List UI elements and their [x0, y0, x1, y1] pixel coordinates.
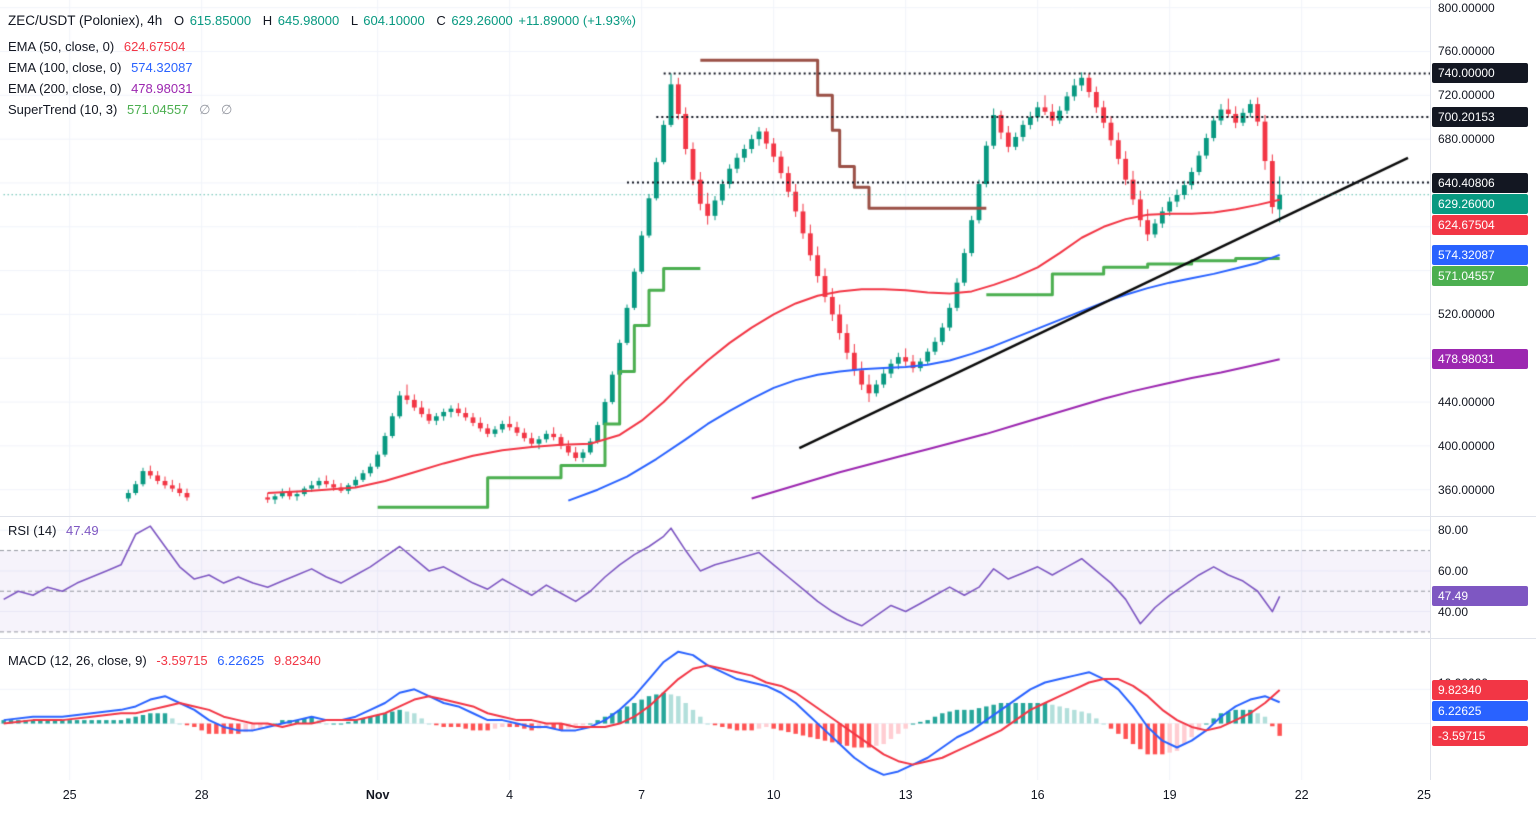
ema50-value: 624.67504 [123, 39, 186, 54]
macd-signal-value: 9.82340 [273, 653, 321, 668]
pane-separator-rsi[interactable] [0, 516, 1536, 517]
axis-price-badge: 629.26000 [1432, 193, 1528, 214]
axis-price-badge: 640.40806 [1432, 172, 1528, 193]
macd-legend-row: MACD (12, 26, close, 9) -3.59715 6.22625… [8, 652, 321, 669]
axis-price-badge: 700.20153 [1432, 107, 1528, 127]
supertrend-settings-icon[interactable]: ∅ [221, 102, 233, 117]
price-axis-label: 720.00000 [1438, 88, 1495, 103]
time-axis-label: 19 [1162, 788, 1177, 802]
rsi-value: 47.49 [66, 523, 99, 538]
ohlc-change: +11.89000 (+1.93%) [518, 13, 636, 28]
axis-price-badge: 478.98031 [1432, 349, 1528, 370]
price-axis-label: 680.00000 [1438, 132, 1495, 147]
indicator-row-ema100: EMA (100, close, 0) 574.32087 [8, 59, 193, 76]
symbol-title[interactable]: ZEC/USDT (Poloniex), 4h [8, 13, 163, 28]
axis-price-badge: 624.67504 [1432, 214, 1528, 235]
ohlc-open-value: 615.85000 [189, 13, 252, 28]
price-axis-label: 800.00000 [1438, 0, 1495, 15]
macd-label[interactable]: MACD (12, 26, close, 9) [8, 653, 147, 668]
indicator-row-ema200: EMA (200, close, 0) 478.98031 [8, 80, 193, 97]
time-axis-label: 25 [62, 788, 77, 802]
ema100-value: 574.32087 [131, 60, 193, 75]
time-axis[interactable]: 25 28 Nov 4 7 10 13 16 19 22 25 [0, 780, 1536, 813]
ema200-value: 478.98031 [131, 81, 193, 96]
ohlc-low-label: L [350, 13, 358, 28]
ema50-label[interactable]: EMA (50, close, 0) [8, 39, 115, 54]
time-axis-label: 16 [1030, 788, 1045, 802]
axis-price-badge: -3.59715 [1432, 725, 1528, 746]
time-axis-label: 10 [766, 788, 781, 802]
ohlc-high-value: 645.98000 [277, 13, 340, 28]
price-axis[interactable]: 800.00000 760.00000 720.00000 680.00000 640.… [1430, 0, 1536, 780]
price-axis-label: 360.00000 [1438, 482, 1495, 497]
price-axis-separator [1430, 0, 1431, 780]
chart-canvas[interactable] [0, 0, 1430, 780]
axis-price-badge: 574.32087 [1432, 244, 1528, 265]
axis-price-badge: 571.04557 [1432, 265, 1528, 286]
axis-price-badge: 740.00000 [1432, 63, 1528, 84]
ema100-label[interactable]: EMA (100, close, 0) [8, 60, 122, 75]
ema200-label[interactable]: EMA (200, close, 0) [8, 81, 122, 96]
price-axis-label: 520.00000 [1438, 307, 1495, 322]
symbol-legend-row: ZEC/USDT (Poloniex), 4h O 615.85000 H 64… [8, 12, 636, 29]
rsi-label[interactable]: RSI (14) [8, 523, 57, 538]
time-axis-label: 7 [638, 788, 646, 802]
rsi-axis-label: 80.00 [1438, 523, 1469, 538]
price-axis-label: 400.00000 [1438, 438, 1495, 453]
supertrend-label[interactable]: SuperTrend (10, 3) [8, 102, 118, 117]
time-axis-label: 13 [898, 788, 913, 802]
rsi-legend-row: RSI (14) 47.49 [8, 522, 99, 539]
time-axis-label: 4 [506, 788, 514, 802]
indicator-row-ema50: EMA (50, close, 0) 624.67504 [8, 38, 185, 55]
ohlc-low-value: 604.10000 [363, 13, 425, 28]
macd-hist-value: -3.59715 [156, 653, 208, 668]
supertrend-hide-icon[interactable]: ∅ [199, 102, 211, 117]
axis-price-badge: 6.22625 [1432, 700, 1528, 721]
price-axis-label: 440.00000 [1438, 395, 1495, 410]
time-axis-label: 22 [1294, 788, 1309, 802]
macd-line-value: 6.22625 [217, 653, 265, 668]
indicator-row-supertrend: SuperTrend (10, 3) 571.04557 ∅ ∅ [8, 101, 232, 118]
axis-price-badge: 9.82340 [1432, 679, 1528, 700]
ohlc-high-label: H [262, 13, 273, 28]
time-axis-label: Nov [365, 788, 390, 802]
axis-price-badge: 47.49 [1432, 586, 1528, 607]
ohlc-close-value: 629.26000 [451, 13, 513, 28]
price-axis-label: 760.00000 [1438, 44, 1495, 59]
rsi-axis-label: 40.00 [1438, 604, 1469, 619]
ohlc-close-label: C [436, 13, 446, 28]
time-axis-label: 28 [194, 788, 209, 802]
pane-separator-macd[interactable] [0, 638, 1536, 639]
ohlc-open-label: O [173, 13, 185, 28]
supertrend-value: 571.04557 [126, 102, 189, 117]
rsi-axis-label: 60.00 [1438, 563, 1469, 578]
time-axis-label: 25 [1417, 788, 1431, 802]
